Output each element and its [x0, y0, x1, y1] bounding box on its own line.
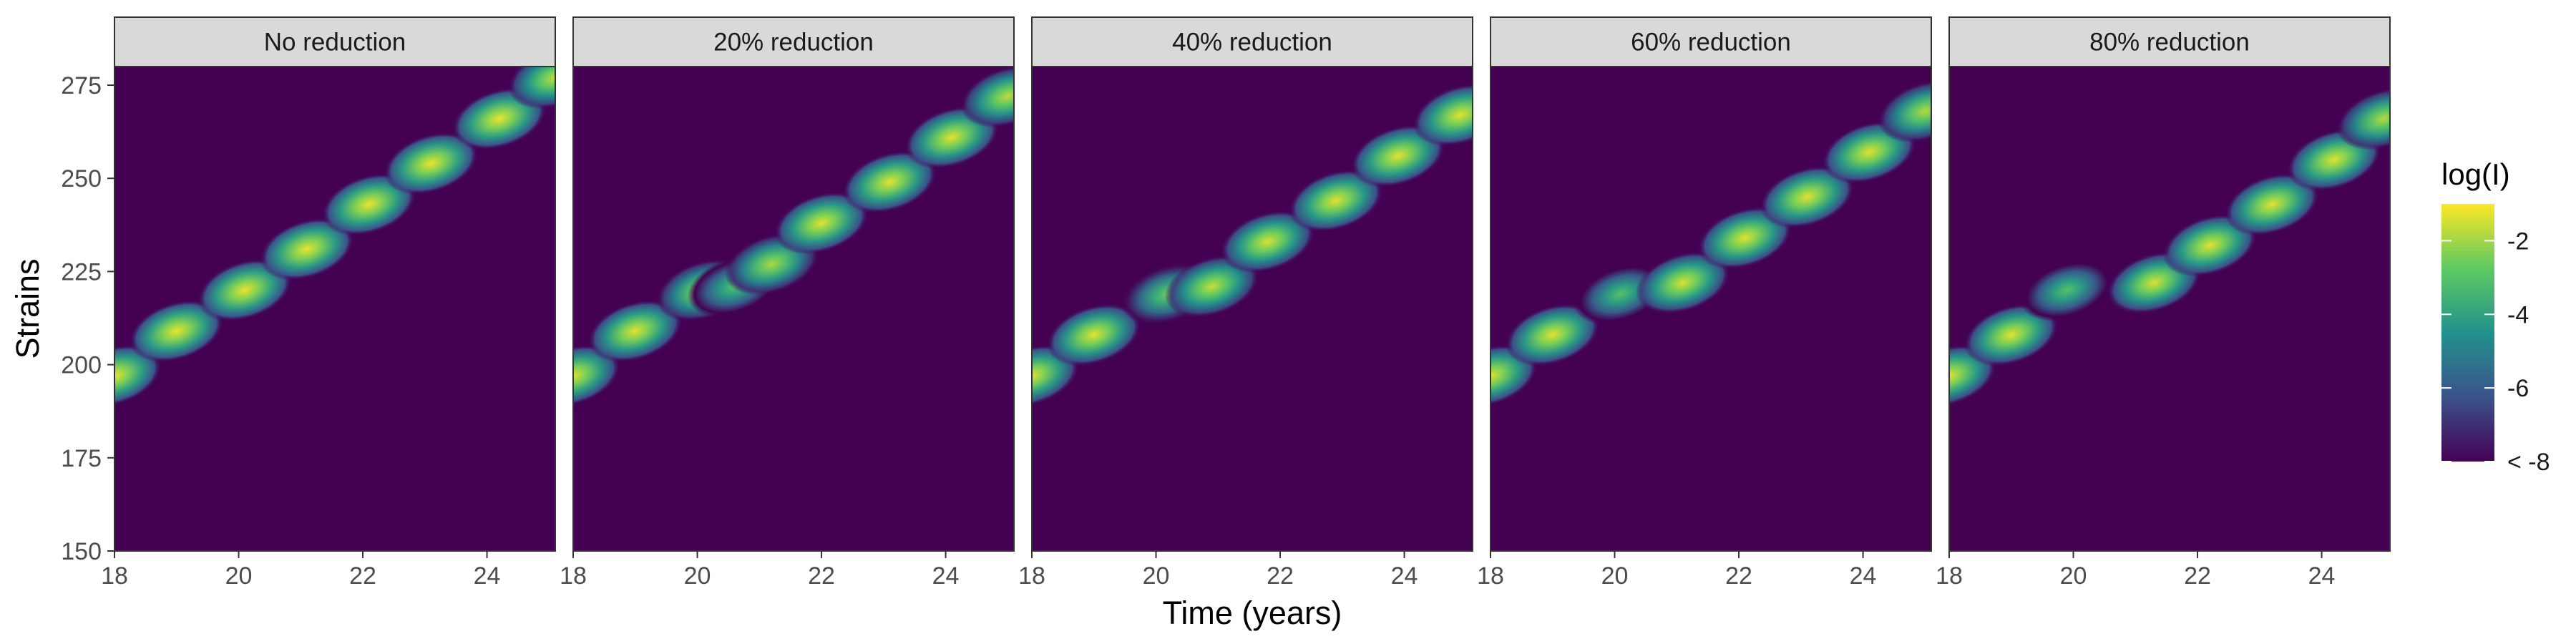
x-tick-label: 18 — [101, 562, 128, 590]
heatmap-peak — [384, 132, 479, 195]
heatmap-peak — [1032, 344, 1079, 407]
legend-label: -6 — [2507, 375, 2529, 402]
heatmap-cells — [1491, 80, 1931, 407]
facet-strip — [1490, 16, 1932, 67]
x-tick-label: 22 — [1725, 562, 1752, 590]
facet-strip-label: 60% reduction — [1631, 29, 1791, 57]
heatmap-peak — [260, 218, 354, 280]
heatmap-peak — [573, 344, 620, 407]
x-tick-label: 24 — [2308, 562, 2336, 590]
facet-panel: 20% reduction 18 20 22 24 — [560, 16, 1015, 590]
panel-border — [1031, 66, 1473, 552]
heatmap-peak — [129, 300, 224, 363]
y-tick-label: 200 — [61, 352, 102, 379]
heatmap-cells — [1032, 84, 1473, 407]
heatmap-peak — [1289, 170, 1383, 232]
facet-strip — [114, 16, 556, 67]
facet-strip — [572, 16, 1015, 67]
color-legend: log(I) -2 -4 -6 < -8 — [2441, 157, 2550, 476]
heatmap-peak — [2225, 173, 2319, 236]
heatmap-peak — [1491, 344, 1538, 407]
x-tick-label: 18 — [1477, 562, 1504, 590]
x-tick-label: 22 — [1267, 562, 1294, 590]
x-tick-label: 18 — [1018, 562, 1045, 590]
heatmap-peak — [1697, 207, 1792, 270]
x-tick-label: 24 — [474, 562, 501, 590]
y-tick-label: 150 — [61, 538, 102, 565]
heatmap-peak — [2162, 214, 2258, 277]
facet-strip-label: 80% reduction — [2089, 29, 2250, 57]
facet-strip-label: 20% reduction — [713, 29, 874, 57]
heatmap-peak — [1220, 210, 1315, 273]
facet-panel: 60% reduction 18 20 22 24 — [1477, 16, 1932, 590]
heatmap-peak — [2020, 259, 2114, 321]
y-tick-label: 275 — [61, 72, 102, 99]
facet-strip-label: 40% reduction — [1172, 29, 1332, 57]
heatmap-peak — [1413, 84, 1473, 147]
legend-title: log(I) — [2441, 157, 2510, 191]
x-tick-label: 22 — [2184, 562, 2211, 590]
heatmap-peak — [197, 259, 293, 321]
legend-label: < -8 — [2507, 449, 2550, 476]
x-tick-label: 22 — [808, 562, 835, 590]
heatmap-peak — [1164, 255, 1259, 318]
x-axis-title: Time (years) — [1163, 595, 1342, 631]
legend-colorbar — [2441, 204, 2494, 462]
y-tick-label: 175 — [61, 445, 102, 472]
facet-panel: 80% reduction 18 20 22 24 — [1936, 16, 2391, 590]
heatmap-peak — [587, 300, 683, 363]
y-axis-title: Strains — [9, 258, 46, 358]
panel-border — [1490, 66, 1932, 552]
heatmap-peak — [1505, 303, 1600, 366]
heatmap-peak — [1949, 344, 1996, 407]
panel-border — [1948, 66, 2391, 552]
panel-border — [572, 66, 1015, 552]
y-axis: 150 175 200 225 250 275 — [61, 72, 114, 565]
heatmap-peak — [114, 344, 162, 407]
heatmap-peak — [1636, 251, 1730, 314]
panel-border — [114, 66, 556, 552]
facet-strip — [1031, 16, 1473, 67]
legend-label: -2 — [2507, 228, 2529, 255]
legend-label: -4 — [2507, 301, 2529, 328]
heatmap-peak — [1351, 125, 1445, 187]
heatmap-peak — [1878, 80, 1931, 142]
facet-panel: 40% reduction 18 20 22 24 — [1018, 16, 1473, 590]
heatmap-peak — [1046, 303, 1141, 366]
heatmap-peak — [960, 67, 1014, 128]
y-tick-label: 250 — [61, 165, 102, 192]
y-tick-label: 225 — [61, 258, 102, 286]
heatmap-peak — [774, 192, 869, 255]
x-tick-label: 20 — [1143, 562, 1170, 590]
x-tick-label: 20 — [225, 562, 253, 590]
x-tick-label: 18 — [1936, 562, 1963, 590]
x-tick-label: 22 — [349, 562, 376, 590]
x-tick-label: 20 — [1601, 562, 1629, 590]
heatmap-cells — [1949, 87, 2390, 407]
facet-strip-label: No reduction — [264, 29, 406, 57]
heatmap-cells — [573, 67, 1014, 407]
x-tick-label: 24 — [932, 562, 960, 590]
heatmap-peak — [508, 67, 555, 109]
x-tick-label: 24 — [1850, 562, 1877, 590]
heatmap-peak — [2336, 87, 2390, 150]
x-tick-label: 20 — [684, 562, 711, 590]
heatmap-peak — [1963, 303, 2059, 366]
facet-strip — [1948, 16, 2391, 67]
heatmap-peak — [842, 150, 937, 213]
heatmap-cells — [114, 67, 555, 407]
heatmap-peak — [1760, 165, 1855, 228]
x-tick-label: 20 — [2060, 562, 2087, 590]
x-tick-label: 24 — [1391, 562, 1418, 590]
x-tick-label: 18 — [560, 562, 587, 590]
heatmap-peak — [321, 173, 416, 236]
facet-panel: No reduction 18 20 22 24 — [101, 16, 556, 590]
